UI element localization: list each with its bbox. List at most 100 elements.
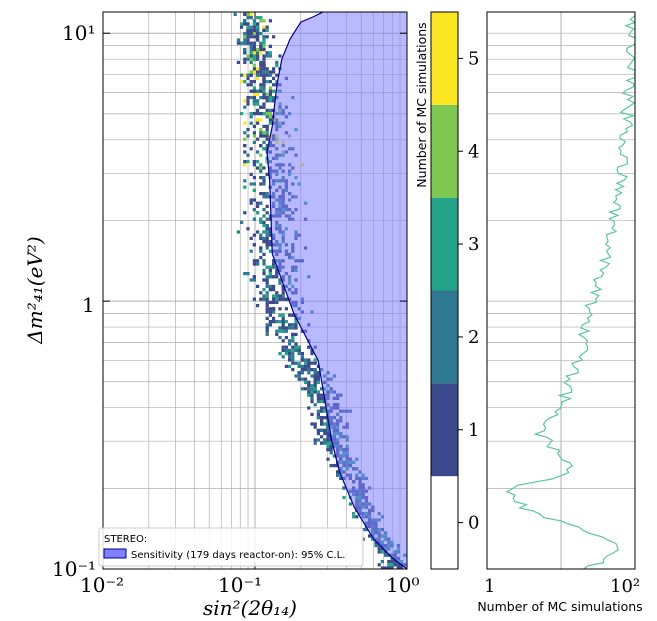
heatmap-cell <box>249 57 253 61</box>
heatmap-cell <box>262 134 266 138</box>
heatmap-cell <box>265 73 269 77</box>
heatmap-cell <box>288 339 292 343</box>
heatmap-cell <box>243 32 247 36</box>
heatmap-cell <box>300 355 304 359</box>
heatmap-cell <box>259 153 263 157</box>
heatmap-cell <box>268 320 272 324</box>
heatmap-cell <box>310 352 314 356</box>
heatmap-cell <box>265 51 269 55</box>
heatmap-cell <box>252 243 256 247</box>
heatmap-cell <box>278 278 282 282</box>
heatmap-cell <box>316 390 320 394</box>
heatmap-cell <box>243 160 247 164</box>
heatmap-cell <box>265 316 269 320</box>
heatmap-cell <box>268 89 272 93</box>
heatmap-cell <box>326 432 330 436</box>
heatmap-cell <box>336 470 340 474</box>
heatmap-cell <box>256 38 260 42</box>
heatmap-cell <box>268 265 272 269</box>
heatmap-cell <box>252 112 256 116</box>
heatmap-cell <box>284 352 288 356</box>
heatmap-cell <box>252 80 256 84</box>
heatmap-cell <box>265 310 269 314</box>
heatmap-cell <box>374 544 378 548</box>
heatmap-cell <box>252 163 256 167</box>
heatmap-cell <box>268 70 272 74</box>
heatmap-cell <box>252 99 256 103</box>
heatmap-cell <box>268 44 272 48</box>
heatmap-cell <box>268 54 272 58</box>
heatmap-cell <box>304 368 308 372</box>
heatmap-cell <box>246 83 250 87</box>
heatmap-cell <box>304 364 308 368</box>
heatmap-cell <box>272 76 276 80</box>
heatmap-cell <box>339 476 343 480</box>
heatmap-cell <box>259 134 263 138</box>
main-panel: 10⁻² 10⁻¹ 10⁰ 10⁻¹ 1 10¹ sin²(2θ₁₄) Δm²₄… <box>23 11 419 620</box>
heatmap-cell <box>284 336 288 340</box>
heatmap-cell <box>387 560 391 564</box>
heatmap-cell <box>297 364 301 368</box>
heatmap-cell <box>304 377 308 381</box>
heatmap-cell <box>310 348 314 352</box>
heatmap-cell <box>284 326 288 330</box>
heatmap-cell <box>316 396 320 400</box>
heatmap-cell <box>249 147 253 151</box>
heatmap-cell <box>259 89 263 93</box>
heatmap-cell <box>246 25 250 29</box>
heatmap-cell <box>323 422 327 426</box>
heatmap-cell <box>291 336 295 340</box>
heatmap-cell <box>268 300 272 304</box>
heatmap-cell <box>320 409 324 413</box>
heatmap-cell <box>259 176 263 180</box>
heatmap-cell <box>316 374 320 378</box>
heatmap-cell <box>252 28 256 32</box>
heatmap-cell <box>243 185 247 189</box>
heatmap-cell <box>246 54 250 58</box>
heatmap-cell <box>326 422 330 426</box>
heatmap-cell <box>262 35 266 39</box>
heatmap-cell <box>262 44 266 48</box>
heatmap-cell <box>259 118 263 122</box>
heatmap-cell <box>240 220 244 224</box>
heatmap-cell <box>262 176 266 180</box>
colorbar-block <box>431 383 458 477</box>
heatmap-cell <box>262 38 266 42</box>
heatmap-cell <box>313 390 317 394</box>
heatmap-cell <box>316 380 320 384</box>
heatmap-cell <box>252 54 256 58</box>
heatmap-cell <box>307 406 311 410</box>
heatmap-cell <box>281 326 285 330</box>
heatmap-cell <box>249 182 253 186</box>
heatmap-cell <box>246 35 250 39</box>
heatmap-cell <box>380 566 384 569</box>
heatmap-cell <box>384 550 388 554</box>
heatmap-cell <box>342 486 346 490</box>
heatmap-cell <box>256 89 260 93</box>
heatmap-cell <box>240 22 244 26</box>
heatmap-cell <box>323 438 327 442</box>
heatmap-cell <box>284 320 288 324</box>
heatmap-cell <box>320 396 324 400</box>
heatmap-cell <box>278 294 282 298</box>
heatmap-cell <box>246 12 250 16</box>
heatmap-cell <box>313 403 317 407</box>
heatmap-cell <box>313 387 317 391</box>
heatmap-cell <box>246 128 250 132</box>
heatmap-cell <box>272 284 276 288</box>
heatmap-cell <box>256 211 260 215</box>
heatmap-cell <box>390 563 394 567</box>
heatmap-cell <box>240 41 244 45</box>
heatmap-cell <box>262 294 266 298</box>
heatmap-cell <box>259 19 263 23</box>
heatmap-cell <box>268 217 272 221</box>
heatmap-cell <box>320 428 324 432</box>
heatmap-cell <box>310 400 314 404</box>
colorbar-frame <box>430 11 459 570</box>
heatmap-cell <box>313 438 317 442</box>
colorbar-block <box>431 476 458 569</box>
heatmap-cell <box>284 307 288 311</box>
heatmap-cell <box>275 297 279 301</box>
heatmap-cell <box>332 454 336 458</box>
heatmap-cell <box>249 236 253 240</box>
